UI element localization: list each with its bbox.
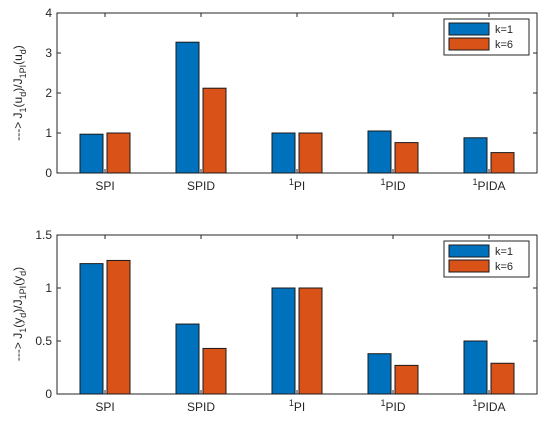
bottom-bar-k6-spi	[106, 259, 131, 395]
top-legend-swatch-k6	[448, 37, 490, 51]
top-bar-k6-spi	[106, 132, 131, 174]
top-bar-k1-spi	[79, 133, 104, 174]
top-x-tick-label: SPID	[187, 179, 215, 193]
bottom-bar-k1-pi	[271, 287, 296, 395]
bottom-legend-swatch-k6	[448, 259, 490, 273]
bottom-y-tick-label: 1	[45, 281, 52, 295]
bottom-bar-k6-pid	[394, 364, 419, 395]
bottom-bar-k6-spid	[202, 347, 227, 395]
bottom-legend-label-k6: k=6	[495, 261, 513, 273]
top-bar-k6-pid	[394, 142, 419, 174]
bottom-y-axis-label: ---> J1(yd)/J1PI(yd)	[11, 267, 28, 361]
top-y-tick-label: 1	[45, 126, 52, 140]
top-legend: k=1k=6	[443, 18, 530, 56]
top-bar-k1-pida	[463, 137, 488, 174]
top-bar-k6-pida	[490, 152, 515, 174]
top-y-tick-label: 3	[45, 46, 52, 60]
top-bar-k1-pi	[271, 132, 296, 174]
top-bar-k1-pid	[367, 130, 392, 174]
bottom-y-tick-label: 0	[45, 387, 52, 401]
bottom-legend-swatch-k1	[448, 244, 490, 258]
bottom-bar-k6-pida	[490, 362, 515, 395]
bottom-bar-k6-pi	[298, 287, 323, 395]
top-x-tick-label: 1PIDA	[472, 177, 505, 193]
top-bar-chart: 0 1 2 3 4 SPI SPID 1PI 1PID 1PIDA ---> J1(ud)/J1PI…	[11, 6, 538, 193]
bottom-y-tick-label: 0.5	[35, 334, 52, 348]
bottom-bar-k1-spi	[79, 263, 104, 395]
bottom-x-tick-label: 1PID	[380, 398, 405, 414]
top-legend-swatch-k1	[448, 22, 490, 36]
bottom-bar-k1-pid	[367, 353, 392, 395]
bottom-x-tick-label: 1PI	[289, 398, 305, 414]
top-y-tick-label: 4	[45, 6, 52, 20]
bottom-bar-k1-pida	[463, 340, 488, 395]
top-y-axis-label: ---> J1(ud)/J1PI(ud)	[11, 45, 28, 141]
top-x-tick-label: 1PID	[380, 177, 405, 193]
bottom-x-tick-label: 1PIDA	[472, 398, 505, 414]
bottom-x-tick-label: SPID	[187, 400, 215, 414]
top-y-tick-label: 0	[45, 166, 52, 180]
top-y-tick-label: 2	[45, 86, 52, 100]
bottom-bar-k1-spid	[175, 323, 200, 395]
bottom-x-tick-label: SPI	[95, 400, 114, 414]
top-legend-label-k1: k=1	[495, 24, 513, 36]
top-x-tick-label: SPI	[95, 179, 114, 193]
bottom-bar-chart: 0 0.5 1 1.5 SPI SPID 1PI 1PID 1PIDA ---> J1(yd)/J…	[11, 228, 538, 414]
top-bar-k1-spid	[175, 41, 200, 174]
top-bar-k6-spid	[202, 87, 227, 174]
bottom-legend: k=1k=6	[443, 240, 530, 278]
top-legend-label-k6: k=6	[495, 39, 513, 51]
bottom-y-tick-label: 1.5	[35, 228, 52, 242]
top-bar-k6-pi	[298, 132, 323, 174]
top-x-tick-label: 1PI	[289, 177, 305, 193]
bottom-legend-label-k1: k=1	[495, 246, 513, 258]
